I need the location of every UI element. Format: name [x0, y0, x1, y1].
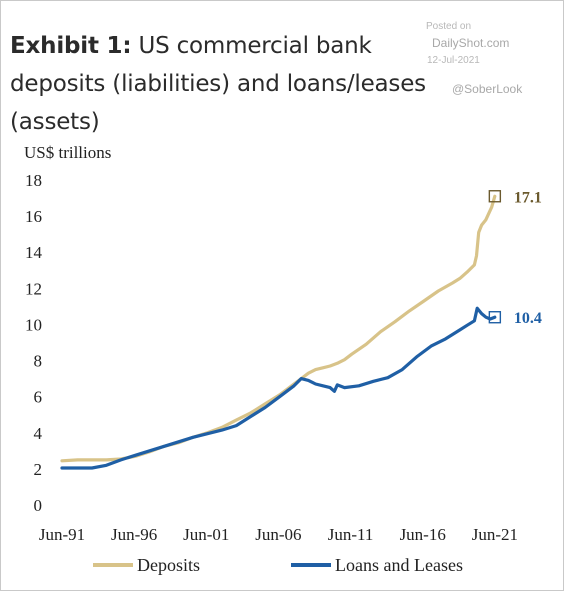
legend-label: Deposits [137, 555, 200, 575]
y-tick-label: 10 [25, 315, 42, 334]
y-tick-label: 0 [34, 496, 43, 515]
y-tick-label: 4 [34, 424, 43, 443]
y-tick-label: 12 [25, 279, 42, 298]
y-tick-label: 14 [25, 243, 43, 262]
x-tick-label: Jun-21 [472, 525, 518, 544]
series-lines [60, 194, 497, 470]
end-markers: 17.1 10.4 [488, 189, 542, 327]
watermark-posted: Posted on [426, 21, 472, 32]
end-value-label: 17.1 [514, 189, 542, 206]
x-tick-label: Jun-11 [328, 525, 374, 544]
series-line-loans [60, 306, 497, 470]
chart-title-bold: Exhibit 1: [10, 33, 132, 59]
x-tick-label: Jun-91 [39, 525, 85, 544]
y-tick-label: 6 [34, 388, 43, 407]
end-value-label: 10.4 [514, 310, 542, 327]
chart-title: Exhibit 1: US commercial bank deposits (… [10, 27, 450, 141]
y-tick-label: 8 [34, 352, 43, 371]
watermark-site: DailyShot.com [432, 36, 510, 50]
series-line-deposits [60, 194, 497, 463]
legend-label: Loans and Leases [335, 555, 463, 575]
watermark-date: 12-Jul-2021 [427, 55, 480, 66]
y-axis-label: US$ trillions [24, 143, 111, 162]
x-tick-label: Jun-01 [183, 525, 229, 544]
y-tick-label: 2 [34, 460, 43, 479]
end-marker-square [488, 190, 502, 203]
y-tick-labels: 0 2 4 6 8 10 12 14 16 18 [25, 171, 43, 515]
end-marker-square [488, 311, 502, 324]
x-tick-label: Jun-96 [111, 525, 157, 544]
watermark-handle: @SoberLook [452, 82, 523, 96]
x-tick-labels: Jun-91 Jun-96 Jun-01 Jun-06 Jun-11 Jun-16 Jun-… [39, 525, 518, 544]
chart-title-text: US commercial bank deposits (liabilities… [10, 33, 426, 135]
y-tick-label: 18 [25, 171, 42, 190]
y-tick-label: 16 [25, 207, 42, 226]
x-tick-label: Jun-16 [400, 525, 446, 544]
legend: Deposits Loans and Leases [93, 555, 463, 575]
x-tick-label: Jun-06 [255, 525, 301, 544]
